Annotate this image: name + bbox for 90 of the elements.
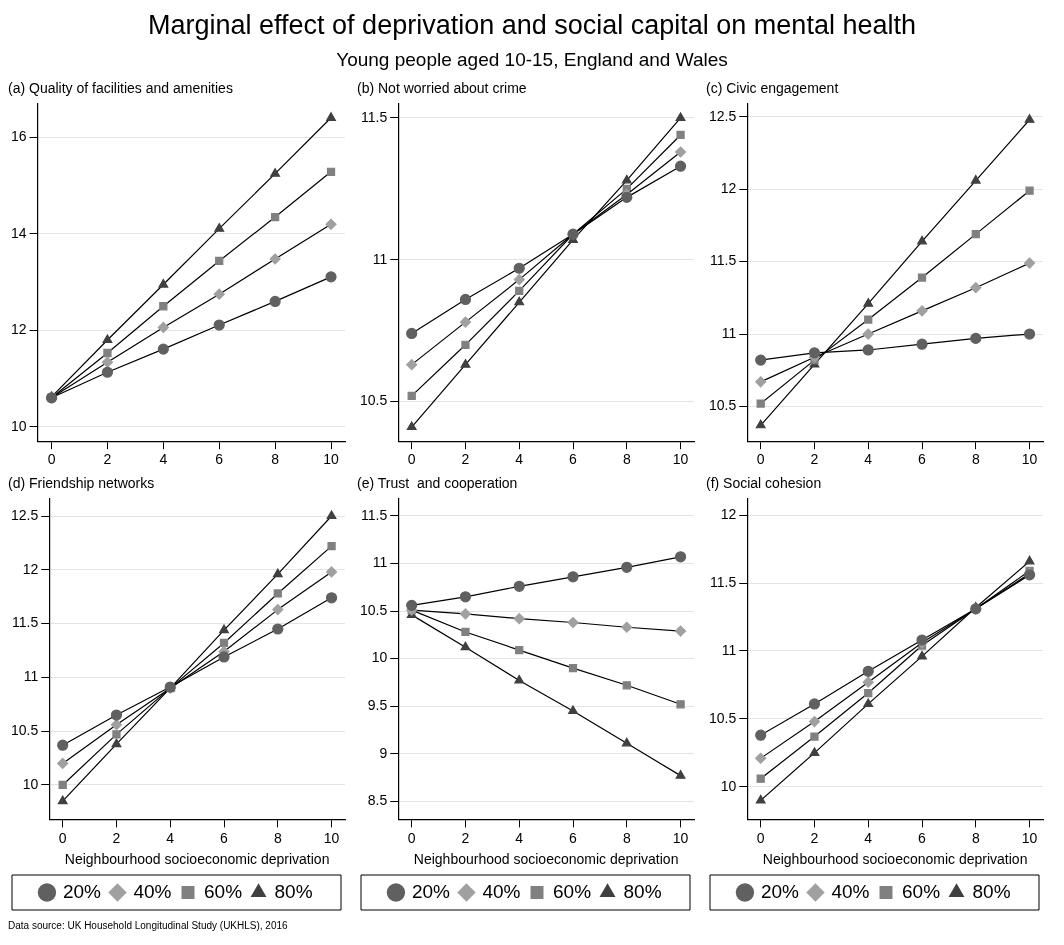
y-tick-label: 10.5 (360, 392, 388, 409)
y-tick-label: 12 (720, 505, 737, 522)
source-note: Data source: UK Household Longitudinal Study (UKHLS), 2016 (8, 920, 289, 931)
y-tick-label: 10 (371, 649, 388, 666)
text: Marginal effect of deprivation and social capital on mental health (147, 10, 917, 41)
y-tick-label: 12 (10, 321, 27, 338)
x-tick-label: 0 (58, 829, 67, 846)
x-tick-label: 2 (103, 451, 112, 468)
x-tick-label: 8 (271, 451, 280, 468)
y-tick-label: 11 (23, 668, 39, 685)
y-tick-label: 12 (720, 180, 737, 197)
legend-label: 20% (411, 880, 451, 902)
legend-label: 40% (831, 880, 870, 902)
x-tick-label: 6 (918, 451, 927, 468)
x-tick-label: 6 (215, 451, 224, 468)
x-tick-label: 0 (756, 829, 765, 846)
y-tick-label: 12 (22, 560, 39, 577)
y-tick-label: 11 (372, 250, 388, 267)
x-tick-label: 10 (323, 829, 340, 846)
y-tick-label: 12.5 (709, 107, 737, 124)
y-tick-label: 11 (721, 324, 737, 341)
x-tick-label: 4 (159, 451, 168, 468)
y-tick-label: 8.5 (367, 792, 388, 809)
y-tick-label: 11.5 (12, 614, 39, 631)
legend-label: 60% (553, 880, 592, 902)
y-tick-label: 10.5 (360, 601, 388, 618)
y-tick-label: 14 (10, 224, 27, 241)
y-tick-label: 12.5 (11, 506, 39, 523)
x-tick-label: 4 (864, 451, 873, 468)
x-tick-label: 0 (756, 451, 765, 468)
legend-label: 40% (133, 880, 172, 902)
y-tick-label: 16 (10, 128, 27, 145)
y-tick-label: 10.5 (709, 709, 737, 726)
x-tick-label: 8 (622, 451, 631, 468)
x-tick-label: 10 (672, 451, 689, 468)
chart-title: (c) Civic engagement (706, 80, 839, 97)
legend-label: 80% (274, 880, 313, 902)
x-tick-label: 10 (1021, 451, 1038, 468)
y-tick-label: 10.5 (11, 722, 39, 739)
x-tick-label: 10 (323, 451, 340, 468)
legend-label: 60% (204, 880, 243, 902)
x-tick-label: 4 (166, 829, 175, 846)
x-axis-title: Neighbourhood socioeconomic deprivation (413, 851, 679, 868)
chart-title: (d) Friendship networks (8, 475, 155, 492)
x-tick-label: 2 (810, 829, 819, 846)
y-tick-label: 9.5 (367, 697, 388, 714)
x-tick-label: 8 (971, 829, 980, 846)
x-tick-label: 8 (622, 829, 631, 846)
x-axis-title: Neighbourhood socioeconomic deprivation (762, 851, 1028, 868)
x-tick-label: 0 (407, 451, 416, 468)
chart-title: (f) Social cohesion (706, 475, 822, 492)
x-tick-label: 8 (971, 451, 980, 468)
x-tick-label: 0 (47, 451, 56, 468)
y-tick-label: 10 (720, 777, 737, 794)
y-tick-label: 11 (372, 554, 388, 571)
y-tick-label: 9 (379, 744, 388, 761)
y-tick-label: 11.5 (710, 573, 737, 590)
x-axis-title: Neighbourhood socioeconomic deprivation (64, 851, 330, 868)
chart-title: (b) Not worried about crime (357, 80, 527, 97)
y-tick-label: 11 (721, 641, 737, 658)
x-tick-label: 2 (810, 451, 819, 468)
legend-label: 20% (760, 880, 800, 902)
y-tick-label: 11.5 (361, 108, 388, 125)
x-tick-label: 6 (220, 829, 229, 846)
legend-label: 40% (482, 880, 521, 902)
x-tick-label: 2 (461, 451, 470, 468)
x-tick-label: 8 (273, 829, 282, 846)
y-tick-label: 11.5 (710, 252, 737, 269)
x-tick-label: 2 (112, 829, 121, 846)
x-tick-label: 10 (672, 829, 689, 846)
x-tick-label: 10 (1021, 829, 1038, 846)
y-tick-label: 10 (10, 417, 27, 434)
legend-label: 20% (62, 880, 102, 902)
chart-title: (a) Quality of facilities and amenities (8, 80, 233, 97)
x-tick-label: 6 (569, 829, 578, 846)
x-tick-label: 4 (864, 829, 873, 846)
y-tick-label: 10.5 (709, 397, 737, 414)
x-tick-label: 6 (918, 829, 927, 846)
legend-label: 80% (972, 880, 1011, 902)
x-tick-label: 2 (461, 829, 470, 846)
x-tick-label: 6 (569, 451, 578, 468)
x-tick-label: 4 (515, 451, 524, 468)
text: Young people aged 10-15, England and Wales (335, 49, 729, 71)
legend-label: 60% (902, 880, 941, 902)
y-tick-label: 11.5 (361, 506, 388, 523)
legend-label: 80% (623, 880, 662, 902)
x-tick-label: 0 (407, 829, 416, 846)
chart-title: (e) Trust and cooperation (357, 475, 518, 492)
y-tick-label: 10 (22, 775, 39, 792)
x-tick-label: 4 (515, 829, 524, 846)
